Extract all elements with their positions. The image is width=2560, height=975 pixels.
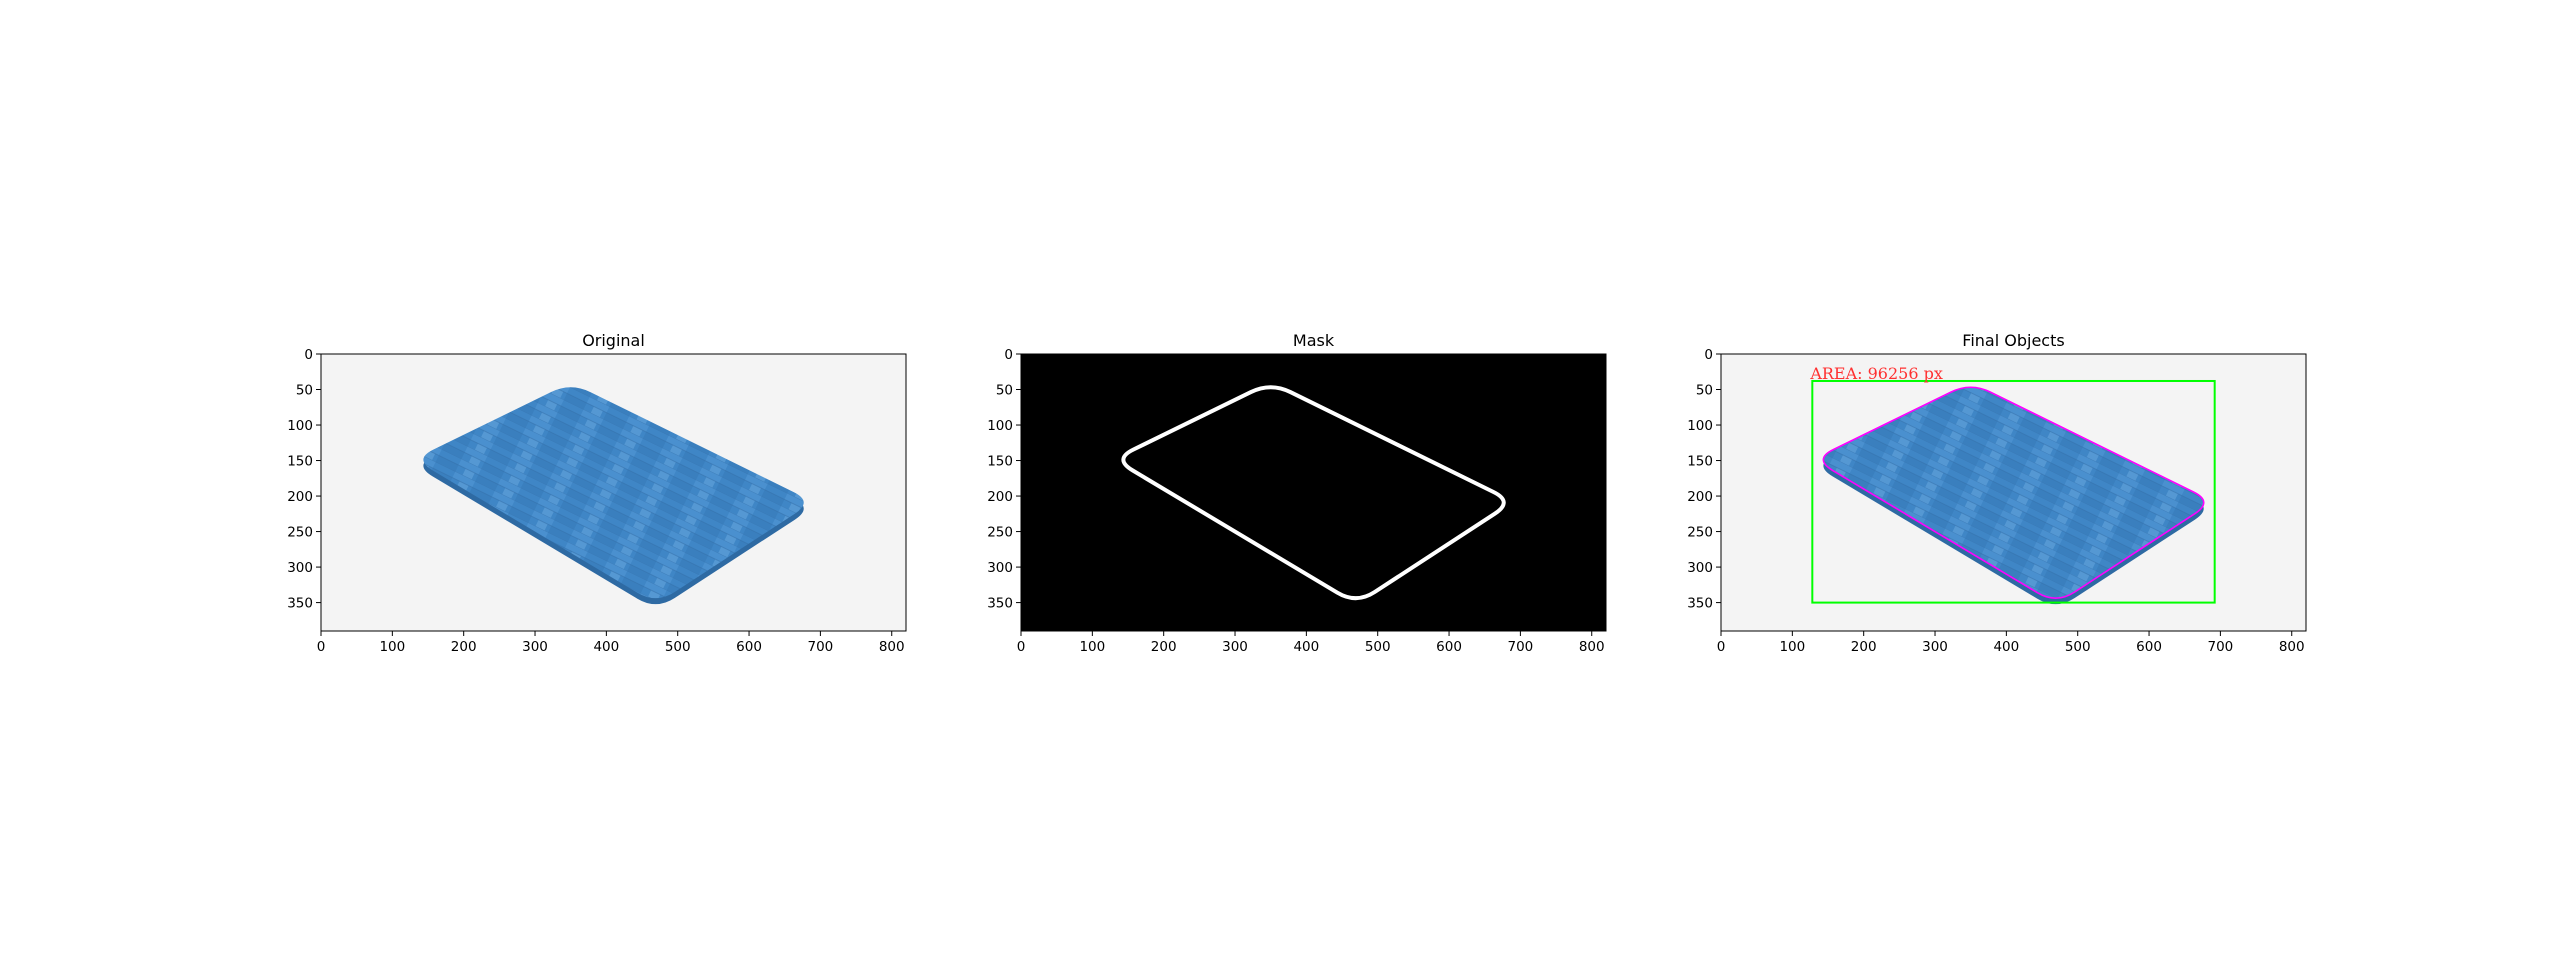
y-tick-label: 150 [987, 454, 1013, 470]
y-tick-label: 50 [1696, 383, 1713, 399]
y-tick-label: 50 [996, 383, 1013, 399]
x-tick-label: 700 [1507, 639, 1533, 655]
y-tick-label: 100 [987, 418, 1013, 434]
x-tick-label: 800 [2279, 639, 2305, 655]
y-tick-label: 350 [1687, 596, 1713, 612]
x-tick-label: 600 [1436, 639, 1462, 655]
y-axis: 0 50 100 150 200 250 300 350 [1687, 347, 1721, 612]
image-content [423, 387, 804, 605]
panel-title: Final Objects [1962, 331, 2064, 350]
axes-frame [1020, 353, 1607, 632]
x-tick-label: 500 [665, 639, 691, 655]
x-tick-label: 100 [1079, 639, 1105, 655]
y-tick-label: 200 [287, 489, 313, 505]
area-annotation: AREA: 96256 px [1809, 364, 1943, 383]
x-tick-label: 800 [879, 639, 905, 655]
axes-frame [1720, 353, 2307, 632]
x-tick-label: 500 [2065, 639, 2091, 655]
y-tick-label: 250 [1687, 525, 1713, 541]
y-tick-label: 250 [287, 525, 313, 541]
x-axis: 0 100 200 300 400 500 600 700 800 [1717, 631, 2305, 655]
y-tick-label: 0 [1004, 347, 1013, 363]
x-tick-label: 500 [1365, 639, 1391, 655]
panel-title: Original [582, 331, 645, 350]
x-tick-label: 400 [1993, 639, 2019, 655]
mask-contour [1121, 385, 1506, 601]
x-tick-label: 0 [1017, 639, 1026, 655]
x-tick-label: 700 [2207, 639, 2233, 655]
x-tick-label: 300 [1222, 639, 1248, 655]
y-tick-label: 100 [287, 418, 313, 434]
y-tick-label: 300 [987, 560, 1013, 576]
y-tick-label: 350 [287, 596, 313, 612]
object-surface [423, 387, 804, 599]
x-tick-label: 0 [1717, 639, 1726, 655]
x-tick-label: 200 [451, 639, 477, 655]
axes-background [1021, 354, 1606, 631]
y-tick-label: 150 [1687, 454, 1713, 470]
y-tick-label: 0 [1704, 347, 1713, 363]
x-axis: 0 100 200 300 400 500 600 700 800 [1017, 631, 1605, 655]
panel-final-objects: Final Objects AREA: 96256 px 0 100 200 300 4… [1687, 331, 2307, 655]
y-tick-label: 150 [287, 454, 313, 470]
object-contour [1822, 386, 2205, 599]
x-tick-label: 600 [736, 639, 762, 655]
y-tick-label: 200 [987, 489, 1013, 505]
y-tick-label: 200 [1687, 489, 1713, 505]
x-tick-label: 700 [807, 639, 833, 655]
y-tick-label: 50 [296, 383, 313, 399]
y-axis: 0 50 100 150 200 250 300 350 [287, 347, 321, 612]
bounding-box [1811, 379, 2216, 604]
x-tick-label: 400 [1293, 639, 1319, 655]
panel-original: Original 0 100 200 300 400 500 600 700 800 0 50 10… [287, 331, 907, 655]
panel-mask: Mask 0 100 200 300 400 500 600 700 800 0 50 100 150… [987, 331, 1607, 655]
object-surface [1823, 387, 2204, 599]
axes-frame [320, 353, 907, 632]
x-tick-label: 300 [522, 639, 548, 655]
x-tick-label: 200 [1851, 639, 1877, 655]
y-axis: 0 50 100 150 200 250 300 350 [987, 347, 1021, 612]
y-tick-label: 300 [1687, 560, 1713, 576]
x-tick-label: 600 [2136, 639, 2162, 655]
x-tick-label: 400 [593, 639, 619, 655]
x-tick-label: 800 [1579, 639, 1605, 655]
x-tick-label: 300 [1922, 639, 1948, 655]
y-tick-label: 300 [287, 560, 313, 576]
x-tick-label: 100 [1779, 639, 1805, 655]
x-tick-label: 200 [1151, 639, 1177, 655]
x-tick-label: 100 [379, 639, 405, 655]
y-tick-label: 250 [987, 525, 1013, 541]
y-tick-label: 350 [987, 596, 1013, 612]
image-content [1811, 379, 2216, 605]
image-content [1121, 385, 1506, 601]
y-tick-label: 100 [1687, 418, 1713, 434]
y-tick-label: 0 [304, 347, 313, 363]
panel-title: Mask [1293, 331, 1335, 350]
x-tick-label: 0 [317, 639, 326, 655]
x-axis: 0 100 200 300 400 500 600 700 800 [317, 631, 905, 655]
